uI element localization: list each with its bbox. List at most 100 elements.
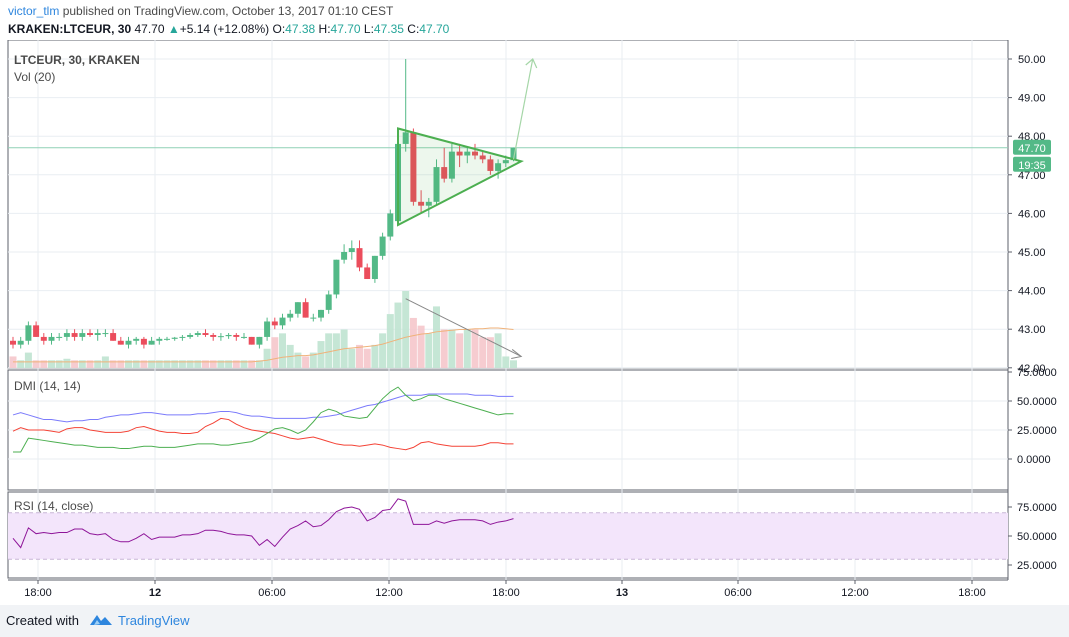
pane-title-rsi: RSI (14, close) — [14, 499, 93, 513]
volume-bar — [148, 360, 156, 368]
pane-title-symbol: LTCEUR, 30, KRAKEN — [14, 53, 140, 67]
tradingview-brand[interactable]: TradingView — [118, 613, 190, 628]
volume-bar — [225, 360, 233, 368]
volume-bar — [71, 360, 79, 368]
chart-area[interactable]: 18:00 12 06:00 12:00 18:00 13 06:00 12:00 18:00 5… — [0, 40, 1069, 605]
dmi-series-line — [12, 393, 514, 423]
volume-bar — [302, 356, 310, 368]
volume-bar — [456, 333, 464, 368]
time-axis-label: 06:00 — [258, 587, 286, 599]
candle-body — [402, 132, 409, 144]
candle-body — [371, 255, 378, 280]
candle-body — [225, 334, 232, 337]
candle-body — [156, 338, 163, 341]
candle-body — [356, 248, 363, 268]
close-value: 47.70 — [419, 22, 450, 36]
time-axis-label: 18:00 — [958, 587, 986, 599]
candle-body — [164, 338, 170, 340]
volume-bar — [425, 333, 433, 368]
rsi-axis-label: 25.0000 — [1017, 560, 1057, 572]
price-axis-label: 50.00 — [1018, 54, 1046, 66]
candle-body — [495, 163, 502, 171]
dmi-axis-label: 50.0000 — [1017, 396, 1057, 408]
ohlc-info: KRAKEN:LTCEUR, 30 47.70 ▲+5.14 (+12.08%)… — [8, 22, 449, 36]
candle-body — [279, 317, 286, 326]
last-price-tag — [1013, 139, 1051, 155]
rsi-series-line — [12, 498, 514, 549]
volume-bar — [309, 352, 317, 368]
volume-bar — [417, 325, 425, 368]
candle-body — [456, 151, 463, 156]
low-label: L: — [363, 22, 374, 36]
candle-body — [248, 336, 255, 345]
volume-bar — [448, 329, 456, 368]
volume-bar — [32, 360, 40, 368]
price-axis-label: 49.00 — [1018, 93, 1046, 105]
volume-bar — [125, 360, 132, 368]
candle-body — [25, 325, 32, 341]
footer: Created with TradingView — [0, 605, 1069, 637]
candle-body — [510, 147, 517, 161]
last-price-tag-text: 47.70 — [1018, 143, 1046, 155]
time-axis-label: 18:00 — [492, 587, 520, 599]
candle-body — [410, 132, 417, 202]
candle-body — [333, 259, 340, 295]
volume-bar — [402, 291, 410, 368]
high-value: 47.70 — [330, 22, 361, 36]
open-value: 47.38 — [285, 22, 316, 36]
candle-body — [264, 321, 271, 337]
candle-body — [179, 336, 186, 338]
volume-bar — [24, 352, 32, 368]
volume-bar — [433, 306, 440, 368]
time-axis-label: 12:00 — [841, 587, 869, 599]
volume-bar — [209, 360, 217, 368]
volume-bar — [486, 337, 494, 368]
time-axis-label: 12:00 — [375, 587, 403, 599]
candle-body — [110, 333, 117, 341]
countdown-tag — [1013, 156, 1051, 172]
volume-bar — [394, 302, 402, 368]
volume-bar — [255, 360, 263, 368]
volume-bar — [40, 360, 48, 368]
published-text: published on TradingView.com, October 13… — [62, 4, 394, 18]
triangle-pattern — [397, 127, 524, 227]
volume-bar — [386, 314, 394, 368]
time-axis-label: 18:00 — [24, 587, 52, 599]
candle-body — [348, 248, 355, 252]
volume-bar — [294, 352, 302, 368]
volume-bar — [248, 360, 256, 368]
candle-body — [94, 333, 101, 335]
author-link[interactable]: victor_tlm — [8, 4, 60, 18]
volume-bar — [463, 329, 471, 368]
volume-bar — [479, 337, 487, 368]
volume-bar — [271, 337, 279, 368]
chart-background — [0, 40, 1069, 605]
dmi-axis-label: 0.0000 — [1017, 454, 1051, 466]
price-change: +5.14 (+12.08%) — [179, 22, 270, 36]
price-axis-label: 47.00 — [1018, 170, 1046, 182]
volume-bar — [363, 348, 371, 368]
high-label: H: — [318, 22, 331, 36]
volume-bar — [86, 360, 94, 368]
volume-decline-arrow — [405, 298, 522, 357]
volume-bar — [117, 360, 125, 368]
price-axis-label: 42.00 — [1018, 363, 1046, 375]
created-with-text: Created with — [6, 613, 79, 628]
volume-bar — [263, 348, 271, 368]
volume-bar — [109, 360, 117, 368]
candle-body — [433, 167, 440, 202]
open-label: O: — [272, 22, 286, 36]
volume-bar — [48, 360, 55, 368]
volume-bar — [325, 333, 333, 368]
volume-bar — [440, 329, 448, 368]
rsi-axis-label: 75.0000 — [1017, 502, 1057, 514]
pane-title-dmi: DMI (14, 14) — [14, 379, 81, 393]
volume-bar — [279, 333, 286, 368]
candle-body — [302, 302, 309, 318]
volume-bar — [510, 360, 517, 368]
candle-body — [502, 160, 509, 164]
volume-bar — [317, 341, 325, 368]
volume-bar — [155, 360, 163, 368]
candle-body — [133, 338, 140, 341]
candle-body — [56, 336, 63, 338]
